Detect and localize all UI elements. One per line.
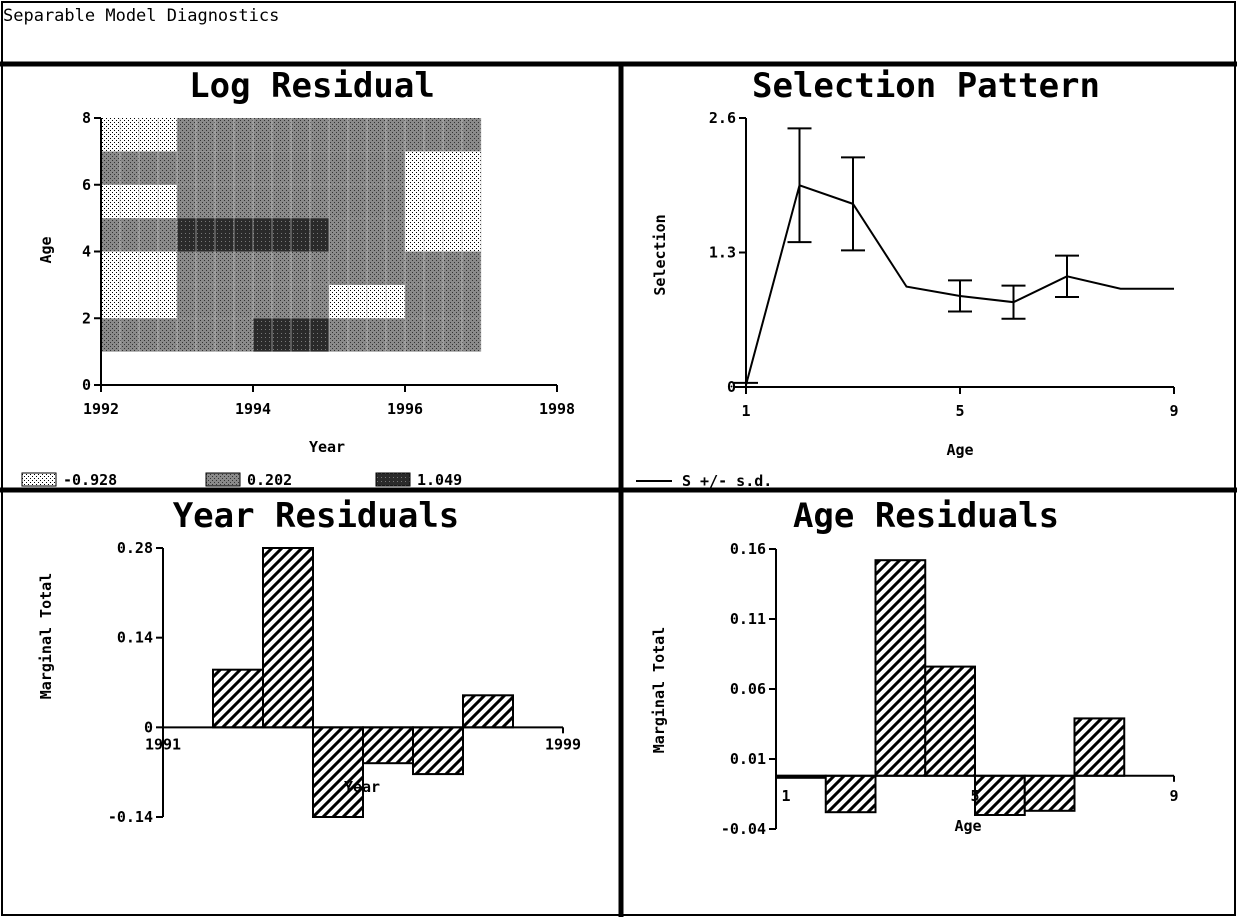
age-residuals-xlabel: Age — [954, 817, 981, 835]
age-residuals-ylabel: Marginal Total — [650, 627, 668, 753]
age-residual-axes: 1 5 9 -0.04 0.01 0.06 0.11 0.16 — [721, 540, 1179, 838]
selection-legend-label: S +/- s.d. — [682, 472, 772, 490]
age-bar — [824, 774, 877, 814]
y-tick-label: -0.04 — [721, 820, 766, 838]
year-residuals-title: Year Residuals — [173, 496, 460, 536]
selection-pattern-panel: Selection Pattern 1 5 9 0 1.3 2.6 Age Selecti… — [636, 66, 1179, 490]
y-tick-label: 6 — [82, 176, 91, 194]
age-bar — [1023, 774, 1076, 812]
y-tick-label: 0 — [82, 376, 91, 394]
selection-axes: 1 5 9 0 1.3 2.6 — [709, 109, 1179, 420]
year-residual-axes: 1991 1999 -0.14 0 0.14 0.28 — [108, 539, 581, 826]
age-residuals-panel: Age Residuals 1 5 9 -0.04 0.01 0.06 0.11 0.16 A… — [650, 496, 1179, 838]
y-tick-label: -0.14 — [108, 808, 153, 826]
y-tick-label: 2 — [82, 309, 91, 327]
age-bar — [924, 665, 976, 777]
year-bar — [412, 726, 464, 776]
year-residuals-xlabel: Year — [344, 778, 380, 796]
y-tick-label: 0 — [727, 378, 736, 396]
y-tick-label: 0.14 — [117, 629, 153, 647]
selection-pattern-title: Selection Pattern — [752, 66, 1100, 106]
selection-ylabel: Selection — [651, 214, 669, 295]
legend-label: 0.202 — [247, 471, 292, 489]
y-tick-label: 0 — [144, 718, 153, 736]
x-tick-label: 1992 — [83, 400, 119, 418]
legend-label: -0.928 — [63, 471, 117, 489]
x-tick-label: 1994 — [235, 400, 271, 418]
selection-xlabel: Age — [946, 441, 973, 459]
selection-legend: S +/- s.d. — [636, 472, 772, 490]
year-bar — [362, 726, 414, 765]
log-residual-contour — [100, 118, 482, 352]
log-residual-title: Log Residual — [189, 66, 435, 106]
x-tick-label: 1 — [781, 787, 790, 805]
year-bar — [462, 694, 514, 729]
y-tick-label: 2.6 — [709, 109, 736, 127]
window-title: Separable Model Diagnostics — [3, 6, 280, 26]
year-bar — [212, 668, 264, 729]
x-tick-label: 1 — [741, 402, 750, 420]
selection-plot — [734, 127, 1174, 388]
year-residual-bars — [212, 547, 514, 818]
year-bar — [312, 726, 364, 818]
x-tick-label: 9 — [1169, 402, 1178, 420]
y-tick-label: 8 — [82, 109, 91, 127]
log-residual-legend: -0.928 0.202 1.049 — [21, 471, 462, 489]
legend-swatch-medium — [205, 472, 241, 487]
year-residuals-panel: Year Residuals 1991 1999 -0.14 0 0.14 0.28 Ye… — [37, 496, 581, 826]
x-tick-label: 1991 — [145, 735, 181, 753]
log-residual-ylabel: Age — [37, 236, 55, 263]
x-tick-label: 1996 — [387, 400, 423, 418]
legend-label: 1.049 — [417, 471, 462, 489]
y-tick-label: 0.11 — [730, 610, 766, 628]
year-residuals-ylabel: Marginal Total — [37, 573, 55, 699]
x-tick-label: 9 — [1169, 787, 1178, 805]
age-bar — [874, 559, 927, 777]
x-tick-label: 1999 — [545, 735, 581, 753]
log-residual-axes: 1992 1994 1996 1998 0 2 4 6 8 — [82, 109, 575, 418]
log-residual-xlabel: Year — [309, 438, 345, 456]
y-tick-label: 0.16 — [730, 540, 766, 558]
x-tick-label: 5 — [970, 787, 979, 805]
y-tick-label: 4 — [82, 243, 91, 261]
year-bar — [262, 547, 314, 729]
y-tick-label: 1.3 — [709, 244, 736, 262]
age-residuals-title: Age Residuals — [793, 496, 1059, 536]
x-tick-label: 5 — [955, 402, 964, 420]
y-tick-label: 0.28 — [117, 539, 153, 557]
x-tick-label: 1998 — [539, 400, 575, 418]
legend-swatch-dark — [375, 472, 411, 487]
y-tick-label: 0.06 — [730, 680, 766, 698]
legend-swatch-light — [21, 472, 57, 487]
age-bar — [1073, 717, 1126, 777]
age-bar — [974, 774, 1026, 816]
y-tick-label: 0.01 — [730, 750, 766, 768]
